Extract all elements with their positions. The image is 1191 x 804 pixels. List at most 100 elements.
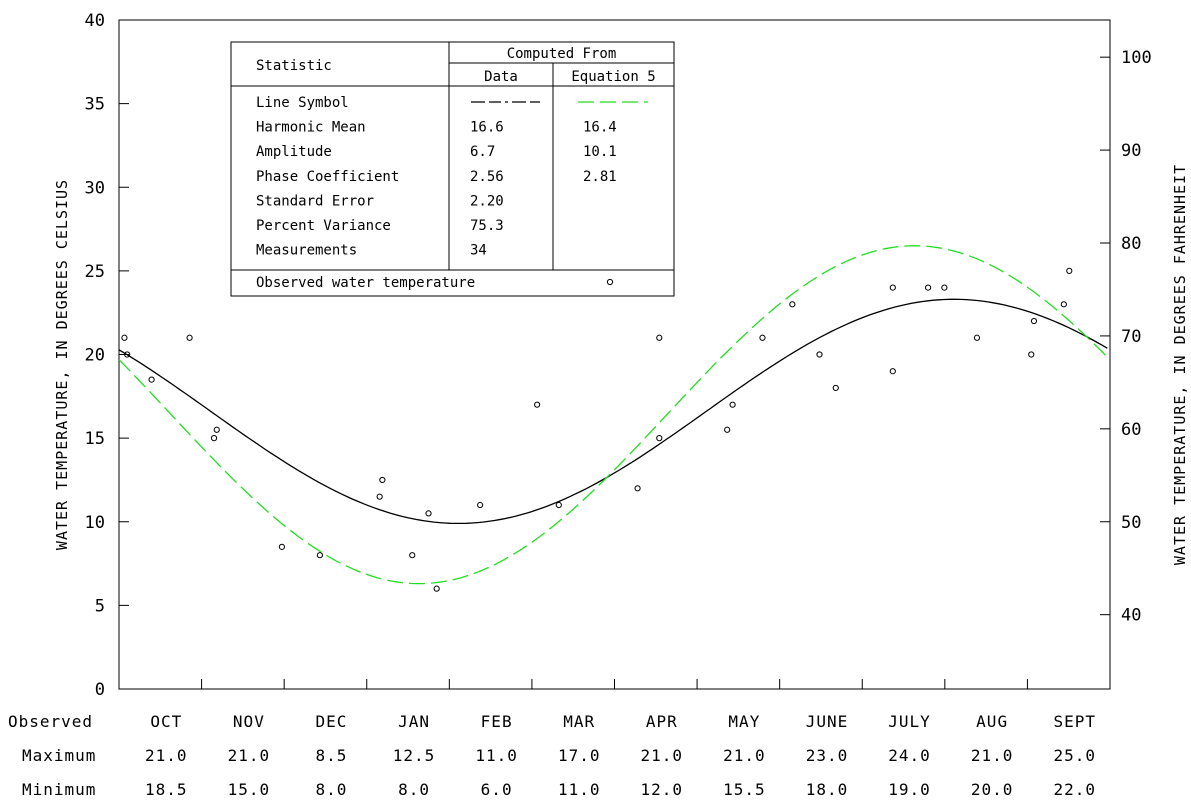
y-left-tick-label: 40 (85, 11, 105, 31)
y-left-axis-title: WATER TEMPERATURE, IN DEGREES CELSIUS (53, 179, 71, 550)
monthly-maximum-value: 8.5 (316, 746, 348, 765)
observation-point (729, 401, 736, 408)
observation-point (477, 501, 484, 509)
observation-point (278, 543, 286, 550)
observation-point (379, 476, 386, 484)
monthly-minimum-value: 6.0 (481, 780, 513, 799)
observation-point (889, 368, 896, 375)
observation-point (724, 426, 731, 433)
monthly-minimum-value: 22.0 (1053, 780, 1096, 799)
observation-point (759, 334, 766, 341)
stats-header-equation: Equation 5 (571, 69, 655, 85)
y-right-tick-label: 50 (1121, 513, 1141, 533)
monthly-minimum-value: 15.5 (723, 780, 766, 799)
observation-point (832, 384, 839, 392)
observation-point (889, 284, 896, 291)
monthly-maximum-value: 24.0 (888, 746, 931, 765)
y-right-tick-label: 60 (1121, 420, 1141, 440)
stats-header-computed: Computed From (507, 46, 617, 62)
y-right-tick-label: 90 (1121, 141, 1141, 161)
observation-point (186, 334, 193, 341)
month-label: OCT (150, 712, 182, 731)
monthly-maximum-value: 25.0 (1053, 746, 1096, 765)
y-right-tick-label: 70 (1121, 327, 1141, 347)
monthly-maximum-value: 21.0 (641, 746, 684, 765)
monthly-maximum-value: 23.0 (806, 746, 849, 765)
observation-point (316, 552, 324, 559)
data-fit-line (118, 298, 1108, 525)
stats-row-label: Phase Coefficient (256, 169, 399, 185)
y-left-tick-label: 0 (95, 680, 105, 700)
y-left-tick-label: 35 (85, 95, 105, 115)
stats-header-statistic: Statistic (256, 58, 332, 74)
observed-row-label: Observed (8, 712, 93, 731)
monthly-minimum-value: 15.0 (228, 780, 271, 799)
observation-point (816, 351, 823, 358)
minimum-row-label: Minimum (22, 780, 96, 799)
monthly-minimum-value: 8.0 (316, 780, 348, 799)
monthly-minimum-value: 11.0 (558, 780, 601, 799)
observation-point (555, 501, 562, 509)
monthly-maximum-value: 17.0 (558, 746, 601, 765)
stats-row-equation-value: 16.4 (583, 120, 617, 136)
maximum-row-label: Maximum (22, 746, 96, 765)
observation-point (634, 485, 641, 492)
observation-point (1060, 301, 1067, 308)
observation-point (656, 334, 663, 341)
monthly-maximum-value: 11.0 (475, 746, 518, 765)
y-left-tick-label: 5 (95, 596, 105, 616)
stats-row-label: Harmonic Mean (256, 120, 366, 136)
observation-point (148, 376, 155, 383)
observation-point (534, 401, 541, 408)
stats-row-data-value: 2.20 (470, 193, 504, 209)
observation-point (425, 510, 432, 517)
observation-point (433, 585, 440, 592)
observation-point (656, 435, 663, 442)
equation5-line (118, 245, 1108, 585)
month-label: MAR (563, 712, 595, 731)
monthly-maximum-value: 12.5 (393, 746, 436, 765)
month-label: JAN (398, 712, 430, 731)
monthly-maximum-value: 21.0 (145, 746, 188, 765)
observation-point (409, 552, 416, 559)
monthly-maximum-value: 21.0 (228, 746, 271, 765)
observation-point (1028, 351, 1035, 358)
stats-row-label: Amplitude (256, 144, 332, 160)
month-label: SEPT (1053, 712, 1096, 731)
monthly-minimum-value: 20.0 (971, 780, 1014, 799)
observation-point (210, 435, 218, 442)
stats-header-data: Data (484, 69, 518, 85)
observation-point (1030, 317, 1038, 325)
stats-row-data-value: 75.3 (470, 218, 504, 234)
y-right-axis-title: WATER TEMPERATURE, IN DEGREES FAHRENHEIT (1171, 164, 1189, 565)
observation-point (376, 493, 383, 500)
month-label: DEC (316, 712, 348, 731)
month-label: MAY (728, 712, 760, 731)
monthly-minimum-value: 19.0 (888, 780, 931, 799)
stats-row-data-value: 2.56 (470, 169, 504, 185)
observation-point (1066, 267, 1073, 274)
observation-point (121, 334, 128, 341)
stats-row-data-value: 16.6 (470, 120, 504, 136)
month-label: JUNE (806, 712, 849, 731)
monthly-maximum-value: 21.0 (971, 746, 1014, 765)
stats-row-data-value: 6.7 (470, 144, 495, 160)
observation-point (124, 351, 131, 358)
stats-observed-label: Observed water temperature (256, 275, 475, 291)
y-left-tick-label: 10 (85, 513, 105, 533)
observation-point (941, 284, 948, 291)
monthly-maximum-value: 21.0 (723, 746, 766, 765)
stats-row-label: Measurements (256, 243, 357, 259)
monthly-minimum-value: 12.0 (641, 780, 684, 799)
y-right-tick-label: 80 (1121, 234, 1141, 254)
stats-row-equation-value: 2.81 (583, 169, 617, 185)
stats-table (230, 41, 675, 297)
monthly-minimum-value: 18.5 (145, 780, 188, 799)
stats-row-data-value: 34 (470, 243, 487, 259)
month-label: AUG (976, 712, 1008, 731)
observation-point (973, 334, 981, 341)
y-right-tick-label: 100 (1121, 48, 1152, 68)
observation-point (213, 426, 220, 433)
stats-row-label: Standard Error (256, 193, 374, 209)
